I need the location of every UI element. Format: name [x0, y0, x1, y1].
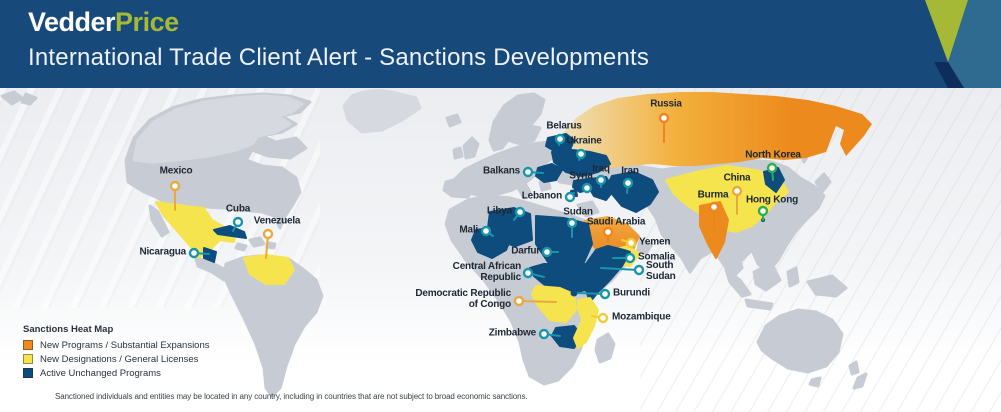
legend-label-2: Active Unchanged Programs [40, 367, 161, 379]
map-pin-mozambique [597, 312, 609, 324]
map-pin-line-south-sudan [600, 267, 640, 271]
map-pin-russia [658, 112, 670, 124]
landmass-australia [756, 308, 844, 388]
map-pin-south-sudan [633, 264, 645, 276]
country-mozambique [573, 297, 599, 349]
country-iran [607, 171, 659, 213]
map-pin-lebanon [564, 191, 576, 203]
map-pin-nicaragua [188, 247, 200, 259]
landmass-iberia [442, 175, 478, 199]
country-balkans [535, 163, 563, 183]
landmass-scandinavia [488, 92, 546, 152]
landmass-chukotka [0, 90, 38, 106]
legend-item-2: Active Unchanged Programs [23, 366, 210, 380]
country-burundi [570, 289, 578, 297]
footnote-text: Sanctioned individuals and entities may … [55, 392, 528, 401]
map-pins-layer [169, 112, 778, 340]
map-pin-north-korea [766, 162, 778, 174]
landmass-arabia-gray [576, 200, 654, 256]
map-pin-iraq [595, 174, 607, 186]
map-pin-cuba [232, 216, 244, 228]
map-pin-yemen [625, 237, 637, 249]
landmass-madagascar [594, 332, 616, 364]
legend-item-1: New Designations / General Licenses [23, 352, 210, 366]
legend-swatch-2 [23, 368, 33, 378]
landmass-baja [148, 204, 170, 238]
vedder-price-logo: VedderPrice [28, 7, 179, 38]
map-pin-libya [514, 206, 526, 218]
chevron-green-shape [925, 0, 968, 62]
legend-item-0: New Programs / Substantial Expansions [23, 338, 210, 352]
header-chevron-decoration [925, 0, 1001, 88]
map-pin-china [731, 185, 743, 197]
map-pin-central-african-republic [522, 267, 534, 279]
chevron-dark-navy-shape [934, 62, 964, 88]
map-pin-line-democratic-republic-of-congo [518, 300, 557, 303]
legend-swatch-0 [23, 340, 33, 350]
legend-items: New Programs / Substantial Expansions New… [23, 338, 210, 380]
map-pin-zimbabwe [538, 328, 550, 340]
map-pin-mexico [169, 180, 181, 192]
country-drc [531, 285, 577, 323]
legend-title: Sanctions Heat Map [23, 324, 114, 335]
landmass-greenland [342, 89, 422, 134]
landmass-canada-highlight [132, 94, 304, 164]
chevron-light-blue-shape [948, 0, 1001, 88]
sanctions-legend: Sanctions Heat Map New Programs / Substa… [23, 324, 210, 380]
map-pin-darfur [541, 246, 553, 258]
legend-label-1: New Designations / General Licenses [40, 353, 199, 365]
map-pin-syria [581, 182, 593, 194]
landmass-iceland [445, 113, 462, 128]
map-pin-belarus [554, 133, 566, 145]
legend-swatch-1 [23, 354, 33, 364]
logo-part-vedder: Vedder [28, 7, 116, 37]
landmass-italy [512, 176, 532, 200]
logo-part-price: Price [115, 7, 179, 37]
map-pin-democratic-republic-of-congo [513, 295, 525, 307]
map-pin-balkans [522, 166, 534, 178]
map-pin-mali [480, 225, 492, 237]
country-mexico [155, 201, 237, 259]
map-pin-saudi-arabia [602, 226, 614, 238]
map-pin-sudan [566, 217, 578, 229]
country-cuba [213, 225, 247, 239]
landmass-new-zealand [848, 360, 868, 390]
landmass-indonesia [724, 230, 848, 311]
landmass-british-isles [452, 136, 480, 160]
map-pin-iran [622, 177, 634, 189]
map-pin-hong-kong [757, 205, 769, 217]
map-pin-ukraine [575, 148, 587, 160]
map-pin-somalia [624, 252, 636, 264]
landmass-caribbean [234, 236, 277, 252]
country-russia [558, 92, 872, 170]
map-pin-venezuela [262, 228, 274, 240]
world-map [0, 89, 872, 398]
map-pin-burma [708, 201, 720, 213]
map-pin-burundi [599, 288, 611, 300]
legend-label-0: New Programs / Substantial Expansions [40, 339, 210, 351]
landmass-europe [450, 140, 560, 198]
page-title: International Trade Client Alert - Sanct… [28, 44, 650, 71]
header-banner: VedderPrice International Trade Client A… [0, 0, 1001, 88]
country-venezuela [243, 254, 295, 285]
